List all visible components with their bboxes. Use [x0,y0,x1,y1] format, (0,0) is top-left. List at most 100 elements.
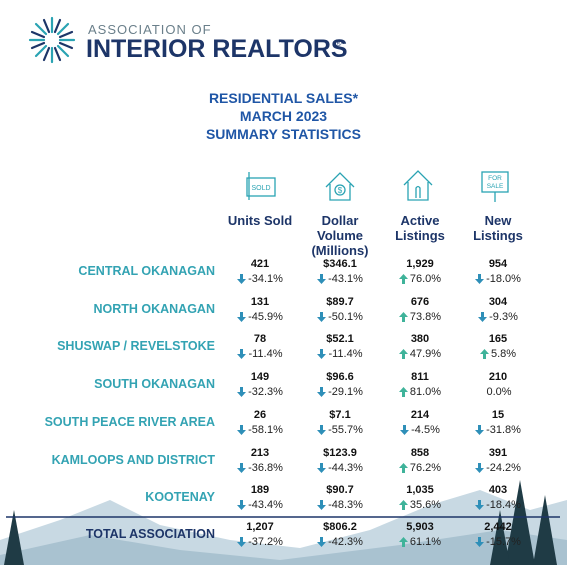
change-text: -45.9% [248,310,283,323]
change-text: -48.3% [328,499,363,512]
change-text: 81.0% [409,386,442,399]
change-text: 35.6% [409,499,442,512]
cell-change: -32.3% [220,386,300,398]
cell-change: 47.9% [380,348,460,360]
cell-change: 73.8% [380,311,460,323]
arrow-down [475,462,485,473]
cell-value: $96.6 [326,371,354,384]
change-text: 0.0% [486,386,512,399]
arrow-down [400,424,410,435]
column-header: Active Listings [395,213,445,243]
arrow-up [398,311,408,322]
arrow-up [479,349,489,360]
region-label: KAMLOOPS AND DISTRICT [51,452,215,467]
cell-value: $806.2 [323,521,357,533]
change-text: 5.8% [490,348,517,361]
icon-sold: SOLD [251,185,270,192]
cell-value: 214 [410,408,430,421]
change-text: -24.2% [486,461,521,474]
cell-value: 149 [250,371,270,384]
arrow-up [398,387,408,398]
cell-value: 811 [411,371,429,384]
cell-change: -55.7% [300,424,380,436]
cell-change: 76.2% [380,462,460,474]
change-text: -15.7% [486,536,521,548]
cell-change: -11.4% [220,348,300,360]
title-line: RESIDENTIAL SALES* [208,90,359,106]
cell-change: -42.3% [300,536,380,548]
arrow-down [237,387,247,398]
change-text: -55.7% [328,423,363,436]
cell-change: -43.4% [220,499,300,511]
logo-mark: ® [335,38,342,48]
cell-change: -58.1% [220,424,300,436]
cell-value: 2,442 [484,521,512,533]
region-label: SOUTH PEACE RIVER AREA [44,414,215,429]
arrow-down [237,500,247,511]
cell-value: 954 [488,258,508,270]
cell-change: 35.6% [380,499,460,511]
change-text: -58.1% [248,423,283,436]
cell-value: 1,035 [406,484,434,497]
cell-value: 189 [250,484,270,497]
cell-value: 421 [250,258,270,270]
change-text: -31.8% [486,423,521,436]
change-text: 61.1% [409,536,442,548]
arrow-down [317,387,327,398]
column-header: Dollar Volume (Millions) [311,213,369,258]
arrow-down [237,462,247,473]
change-text: -36.8% [248,461,283,474]
logo-line1: ASSOCIATION OF [88,22,212,37]
cell-value: $52.1 [326,333,354,346]
change-text: 76.2% [409,461,442,474]
arrow-down [237,311,247,322]
arrow-down [317,500,327,511]
change-text: -11.4% [248,348,283,361]
change-text: -32.3% [248,386,283,399]
cell-change: -11.4% [300,348,380,360]
change-text: 76.0% [409,273,442,285]
cell-value: 1,929 [406,258,434,270]
region-label: CENTRAL OKANAGAN [78,264,215,278]
arrow-up [398,462,408,473]
cell-value: $346.1 [323,258,357,270]
arrow-down [475,424,485,435]
icon-sale: SALE [487,183,504,190]
cell-value: 213 [250,446,270,459]
change-text: -42.3% [328,536,363,548]
cell-change: -44.3% [300,462,380,474]
change-text: -37.2% [248,536,283,548]
change-text: -29.1% [328,386,363,399]
change-text: -43.4% [248,499,283,512]
cell-change: -36.8% [220,462,300,474]
cell-value: 26 [253,408,267,421]
arrow-up [398,537,408,547]
arrow-down [237,274,247,284]
arrow-down [478,311,488,322]
change-text: -4.5% [411,423,440,436]
change-text: -18.0% [486,273,521,285]
region-label: SHUSWAP / REVELSTOKE [57,339,215,354]
cell-change: -18.4% [458,499,538,511]
arrow-down [317,349,327,360]
column-header: New Listings [473,213,523,243]
cell-value: 78 [253,333,267,346]
region-label: TOTAL ASSOCIATION [85,527,215,541]
region-label: SOUTH OKANAGAN [94,377,215,392]
cell-change: -4.5% [380,424,460,436]
cell-value: 403 [488,484,508,497]
title-line: SUMMARY STATISTICS [205,126,362,142]
cell-value: 858 [410,446,430,459]
cell-value: 15 [491,408,505,421]
cell-value: 380 [410,333,430,346]
change-text: -43.1% [328,273,363,285]
cell-value: $90.7 [326,484,354,497]
cell-change: 5.8% [458,348,538,360]
cell-change: -29.1% [300,386,380,398]
cell-value: 131 [250,295,270,308]
arrow-up [398,274,408,284]
arrow-down [317,274,327,284]
arrow-down [475,500,485,511]
cell-change: -31.8% [458,424,538,436]
